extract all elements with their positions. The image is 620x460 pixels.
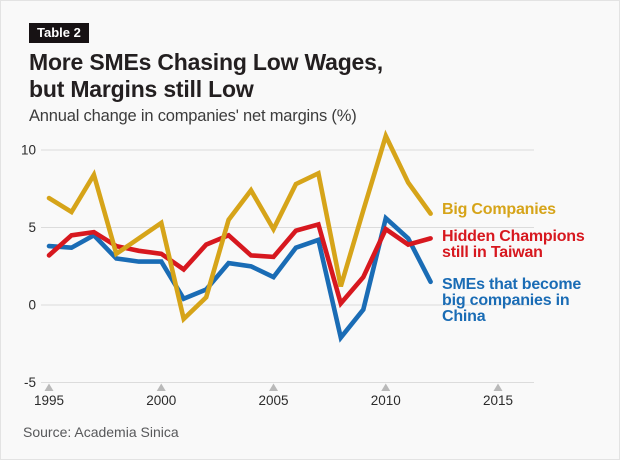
y-axis-tick-label: -5 xyxy=(24,375,36,390)
y-axis-tick-label: 5 xyxy=(28,220,36,235)
x-tick-triangle-icon xyxy=(381,383,391,391)
x-tick-triangle-icon xyxy=(269,383,278,391)
table-badge: Table 2 xyxy=(29,23,89,43)
series-line-smes-china xyxy=(46,213,433,343)
series-line-big-companies xyxy=(46,129,433,324)
x-axis-tick-label: 2010 xyxy=(371,393,401,408)
y-axis-tick-label: 10 xyxy=(21,143,36,158)
x-axis-tick-label: 2015 xyxy=(483,393,513,408)
x-tick-triangle-icon xyxy=(156,383,166,391)
x-axis-tick-label: 2005 xyxy=(258,393,288,408)
x-axis-tick-label: 2000 xyxy=(146,393,176,408)
chart-title-line2: but Margins still Low xyxy=(29,76,254,102)
x-tick-triangle-icon xyxy=(493,383,503,391)
chart-title: More SMEs Chasing Low Wages, but Margins… xyxy=(29,49,383,103)
y-axis-tick-label: 0 xyxy=(28,298,36,313)
x-tick-triangle-icon xyxy=(44,383,54,391)
x-axis-tick-label: 1995 xyxy=(34,393,64,408)
chart-subtitle: Annual change in companies' net margins … xyxy=(29,107,357,125)
chart-title-line1: More SMEs Chasing Low Wages, xyxy=(29,49,383,75)
source-note: Source: Academia Sinica xyxy=(23,424,179,440)
